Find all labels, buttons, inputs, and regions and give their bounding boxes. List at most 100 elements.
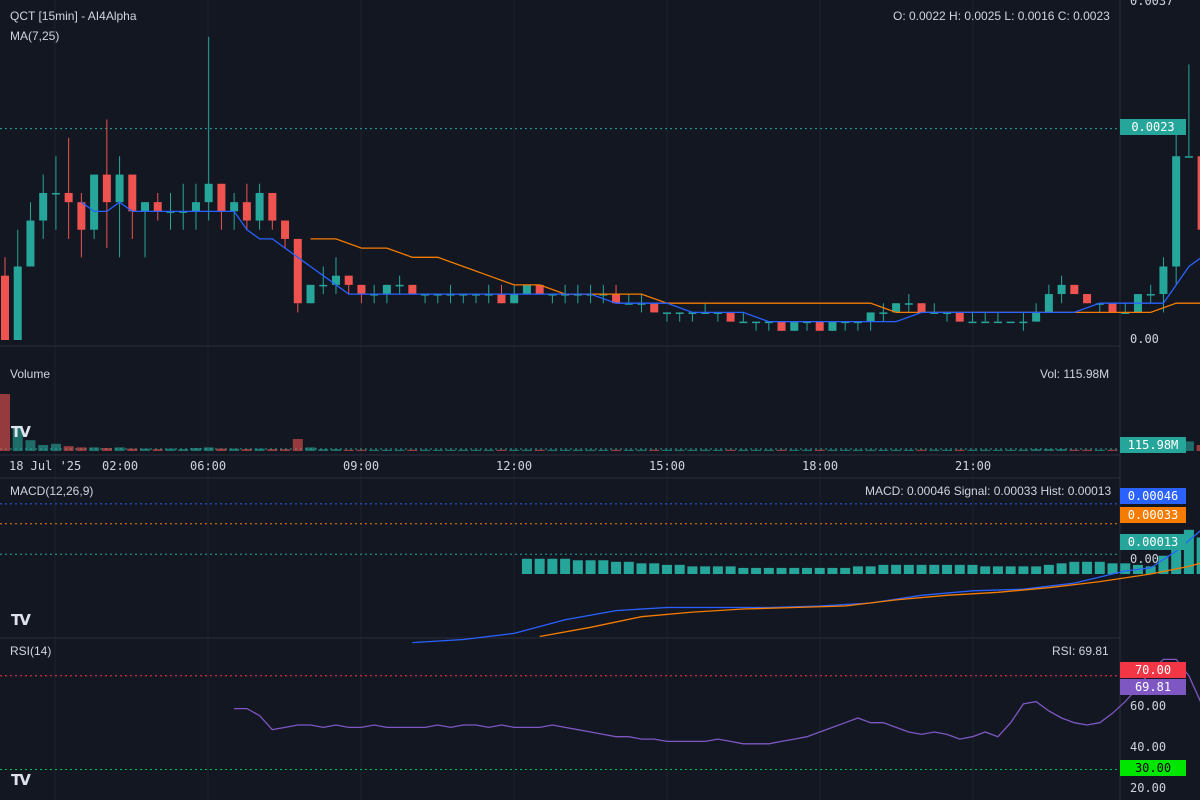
candle-body <box>586 294 595 296</box>
volume-bar <box>140 448 151 451</box>
macd-hist-bar <box>916 564 927 574</box>
volume-bar <box>369 449 380 451</box>
candle-body <box>370 294 379 296</box>
volume-bar <box>330 449 341 451</box>
volume-readout: Vol: 115.98M <box>1040 367 1110 381</box>
candle-body <box>993 321 1002 324</box>
signal-line <box>539 562 1200 638</box>
time-label-0200: 02:00 <box>102 459 139 473</box>
volume-bar <box>12 425 23 451</box>
volume-bar <box>585 449 596 451</box>
macd-hist-bar <box>891 564 902 574</box>
candle-body <box>828 321 837 331</box>
macd-hist-bar <box>725 566 736 574</box>
candle-body <box>650 303 659 313</box>
volume-bar <box>1005 449 1016 451</box>
macd-hist-bar <box>776 567 787 574</box>
candle-body <box>421 294 430 296</box>
volume-bar <box>801 449 812 451</box>
volume-bar <box>178 449 189 451</box>
macd-hist-bar <box>687 566 698 574</box>
macd-hist-bar <box>903 564 914 574</box>
candle-body <box>13 266 22 340</box>
macd-hist-bar <box>623 561 634 574</box>
volume-bar <box>954 449 965 451</box>
macd-hist-bar <box>967 564 978 574</box>
candle-body <box>115 174 124 203</box>
macd-hist-bar <box>1120 563 1131 574</box>
volume-bar <box>343 449 354 451</box>
candle-body <box>790 321 799 331</box>
rsi-tick-40: 40.00 <box>1130 740 1167 754</box>
volume-bar <box>674 449 685 451</box>
candle-body <box>1146 294 1155 296</box>
volume-bar <box>649 449 660 451</box>
macd-hist-bar <box>649 563 660 574</box>
candle-body <box>1019 321 1028 324</box>
volume-bar <box>1043 449 1054 451</box>
macd-hist-bar <box>789 567 800 574</box>
macd-hist-bar <box>1018 566 1029 574</box>
macd-readout: MACD: 0.00046 Signal: 0.00033 Hist: 0.00… <box>865 484 1112 498</box>
macd-hist-bar <box>865 566 876 574</box>
volume-bar <box>611 449 622 451</box>
volume-bar <box>356 449 367 451</box>
candle-body <box>853 321 862 324</box>
volume-bar <box>916 449 927 451</box>
time-label-date: 18 Jul '25 <box>9 459 82 473</box>
volume-bar <box>840 449 851 451</box>
time-label-1800: 18:00 <box>802 459 839 473</box>
candle-body <box>51 192 60 195</box>
macd-hist-bar <box>700 566 711 574</box>
volume-bar <box>725 449 736 451</box>
macd-hist-bar <box>827 567 838 574</box>
candle-body <box>815 321 824 331</box>
macd-zero-label: 0.00 <box>1130 552 1159 566</box>
volume-bar <box>865 449 876 451</box>
volume-bar <box>50 443 61 451</box>
volume-bar <box>942 449 953 451</box>
candle-body <box>1 275 9 340</box>
volume-bar <box>878 449 889 451</box>
volume-bar <box>127 448 138 451</box>
macd-hist-bar <box>929 564 940 574</box>
candle-body <box>1108 303 1117 313</box>
macd-hist-bar <box>1082 561 1093 574</box>
candle-body <box>892 303 901 313</box>
volume-bar <box>458 449 469 451</box>
candle-body <box>472 294 481 296</box>
rsi-level30-tag: 30.00 <box>1120 760 1186 776</box>
macd-hist-bar <box>1043 564 1054 574</box>
candle-body <box>128 174 137 212</box>
macd-line-tag: 0.00046 <box>1120 488 1186 504</box>
macd-hist-bar <box>1145 566 1156 574</box>
candle-body <box>943 312 952 314</box>
volume-bar <box>623 449 634 451</box>
volume-bar <box>534 449 545 451</box>
candle-body <box>1032 312 1041 322</box>
volume-bar <box>967 449 978 451</box>
volume-bar <box>903 449 914 451</box>
candle-body <box>866 312 875 322</box>
candle-body <box>1070 284 1079 295</box>
candle-body <box>459 294 468 296</box>
candle-body <box>764 321 773 324</box>
candle-body <box>1184 156 1193 158</box>
volume-bar <box>114 447 125 451</box>
volume-bar <box>280 449 291 451</box>
candle-body <box>1006 321 1015 324</box>
volume-bar <box>789 449 800 451</box>
candle-body <box>917 303 926 313</box>
ma25-line <box>310 238 1200 314</box>
candle-body <box>306 284 315 304</box>
price-axis-zero-label: 0.00 <box>1130 332 1159 346</box>
volume-bar <box>1107 449 1118 451</box>
volume-bar <box>165 448 176 451</box>
ma7-line <box>81 201 1200 323</box>
candle-body <box>1095 303 1104 305</box>
candle-body <box>726 312 735 322</box>
macd-hist-bar <box>636 563 647 574</box>
volume-bar <box>547 449 558 451</box>
macd-hist-bar <box>763 567 774 574</box>
